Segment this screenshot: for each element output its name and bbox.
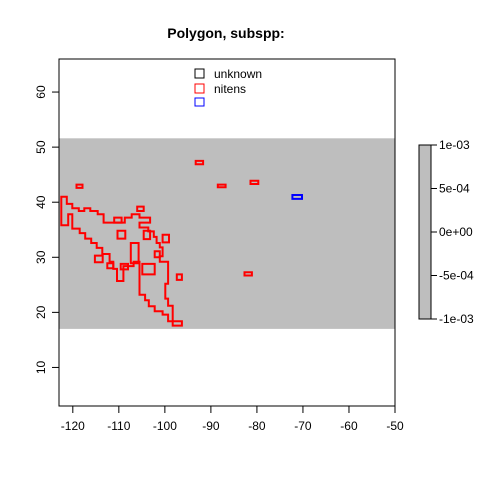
y-tick-label: 40 <box>34 195 48 209</box>
polygon-nitens-17 <box>243 271 253 277</box>
colorbar-tick-label: 0e+00 <box>439 225 473 239</box>
chart-title: Polygon, subspp: <box>167 25 284 41</box>
polygon-nitens-12 <box>153 250 161 259</box>
x-tick-label: -80 <box>248 419 266 433</box>
y-axis: 10 20 30 40 50 60 <box>34 85 60 374</box>
legend-swatch-third <box>194 97 205 107</box>
colorbar-tick-label: 1e-03 <box>439 138 470 152</box>
legend-swatch-unknown <box>194 68 205 79</box>
y-tick-label: 30 <box>34 250 48 264</box>
colorbar-tick-label: -1e-03 <box>439 312 474 326</box>
colorbar-box <box>418 144 432 320</box>
polygon-nitens-5 <box>142 229 152 241</box>
x-tick-label: -50 <box>386 419 404 433</box>
y-tick-label: 50 <box>34 140 48 154</box>
polygon-nitens-2 <box>113 216 123 224</box>
x-tick-label: -100 <box>153 419 177 433</box>
polygon-nitens-8 <box>93 254 104 264</box>
y-tick-label: 10 <box>34 360 48 374</box>
polygon-nitens-14 <box>194 159 205 166</box>
colorbar: 1e-03 5e-04 0e+00 -5e-04 -1e-03 <box>418 138 474 326</box>
x-tick-label: -90 <box>202 419 220 433</box>
x-tick-label: -70 <box>294 419 312 433</box>
legend: unknown nitens <box>194 67 262 107</box>
polygon-nitens-9 <box>106 262 115 270</box>
polygon-nitens-11 <box>141 262 156 276</box>
polygon-nitens-3 <box>136 205 145 212</box>
y-tick-label: 60 <box>34 85 48 99</box>
polygon-nitens-15 <box>216 183 227 189</box>
polygon-layer <box>60 159 303 327</box>
legend-label-unknown: unknown <box>214 67 262 81</box>
x-tick-label: -110 <box>107 419 130 433</box>
colorbar-tick-label: 5e-04 <box>439 182 470 196</box>
polygon-nitens-0 <box>60 195 183 327</box>
polygon-nitens-16 <box>249 179 260 185</box>
x-tick-label: -60 <box>340 419 358 433</box>
polygon-nitens-7 <box>129 242 140 265</box>
polygon-nitens-4 <box>116 229 127 240</box>
x-tick-label: -120 <box>61 419 85 433</box>
legend-swatch-nitens <box>194 83 205 94</box>
polygon-nitens-10 <box>119 262 129 271</box>
polygon-nitens-6 <box>161 233 170 244</box>
colorbar-tick-label: -5e-04 <box>439 269 474 283</box>
y-tick-label: 20 <box>34 305 48 319</box>
x-axis: -120 -110 -100 -90 -80 -70 -60 -50 <box>61 405 404 433</box>
polygon-nitens-1 <box>75 183 84 189</box>
legend-label-nitens: nitens <box>214 82 246 96</box>
polygon-nitens-13 <box>175 273 183 281</box>
polygon-series1-0 <box>291 194 303 200</box>
grey-band <box>59 138 395 329</box>
